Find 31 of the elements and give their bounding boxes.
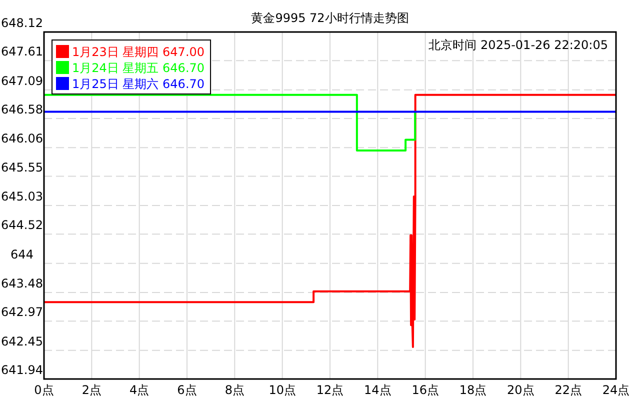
y-tick-label: 646.58	[1, 102, 43, 116]
y-tick-label: 644.52	[1, 218, 43, 232]
x-tick-label: 20点	[507, 383, 534, 397]
legend-label: 1月25日 星期六 646.70	[72, 77, 205, 91]
y-tick-label: 642.97	[1, 305, 43, 320]
x-tick-label: 14点	[364, 383, 392, 397]
y-tick-label: 643.48	[1, 276, 43, 291]
y-tick-label: 648.12	[1, 16, 43, 30]
x-tick-label: 18点	[459, 383, 487, 397]
x-tick-label: 6点	[177, 383, 197, 397]
y-tick-label: 644	[10, 247, 34, 262]
x-tick-label: 24点	[602, 383, 630, 397]
y-tick-label: 641.94	[1, 363, 43, 377]
y-tick-label: 642.45	[1, 334, 43, 348]
legend-label: 1月23日 星期四 647.00	[72, 45, 205, 59]
x-tick-label: 8点	[224, 383, 244, 397]
x-tick-label: 0点	[34, 383, 54, 397]
x-tick-label: 4点	[130, 383, 150, 397]
y-tick-label: 645.03	[1, 190, 43, 204]
legend-label: 1月24日 星期五 646.70	[72, 61, 205, 75]
x-tick-label: 22点	[554, 383, 582, 397]
x-tick-label: 16点	[412, 383, 439, 397]
y-tick-label: 646.06	[1, 132, 43, 146]
y-tick-label: 647.09	[1, 74, 43, 88]
x-tick-label: 12点	[316, 383, 344, 397]
y-tick-label: 645.55	[1, 160, 43, 174]
chart-title: 黄金9995 72小时行情走势图	[251, 11, 409, 25]
x-tick-label: 10点	[268, 383, 296, 397]
annotation: 北京时间 2025-01-26 22:20:05	[428, 38, 608, 52]
x-tick-label: 2点	[82, 383, 102, 397]
y-tick-label: 647.61	[1, 44, 43, 59]
